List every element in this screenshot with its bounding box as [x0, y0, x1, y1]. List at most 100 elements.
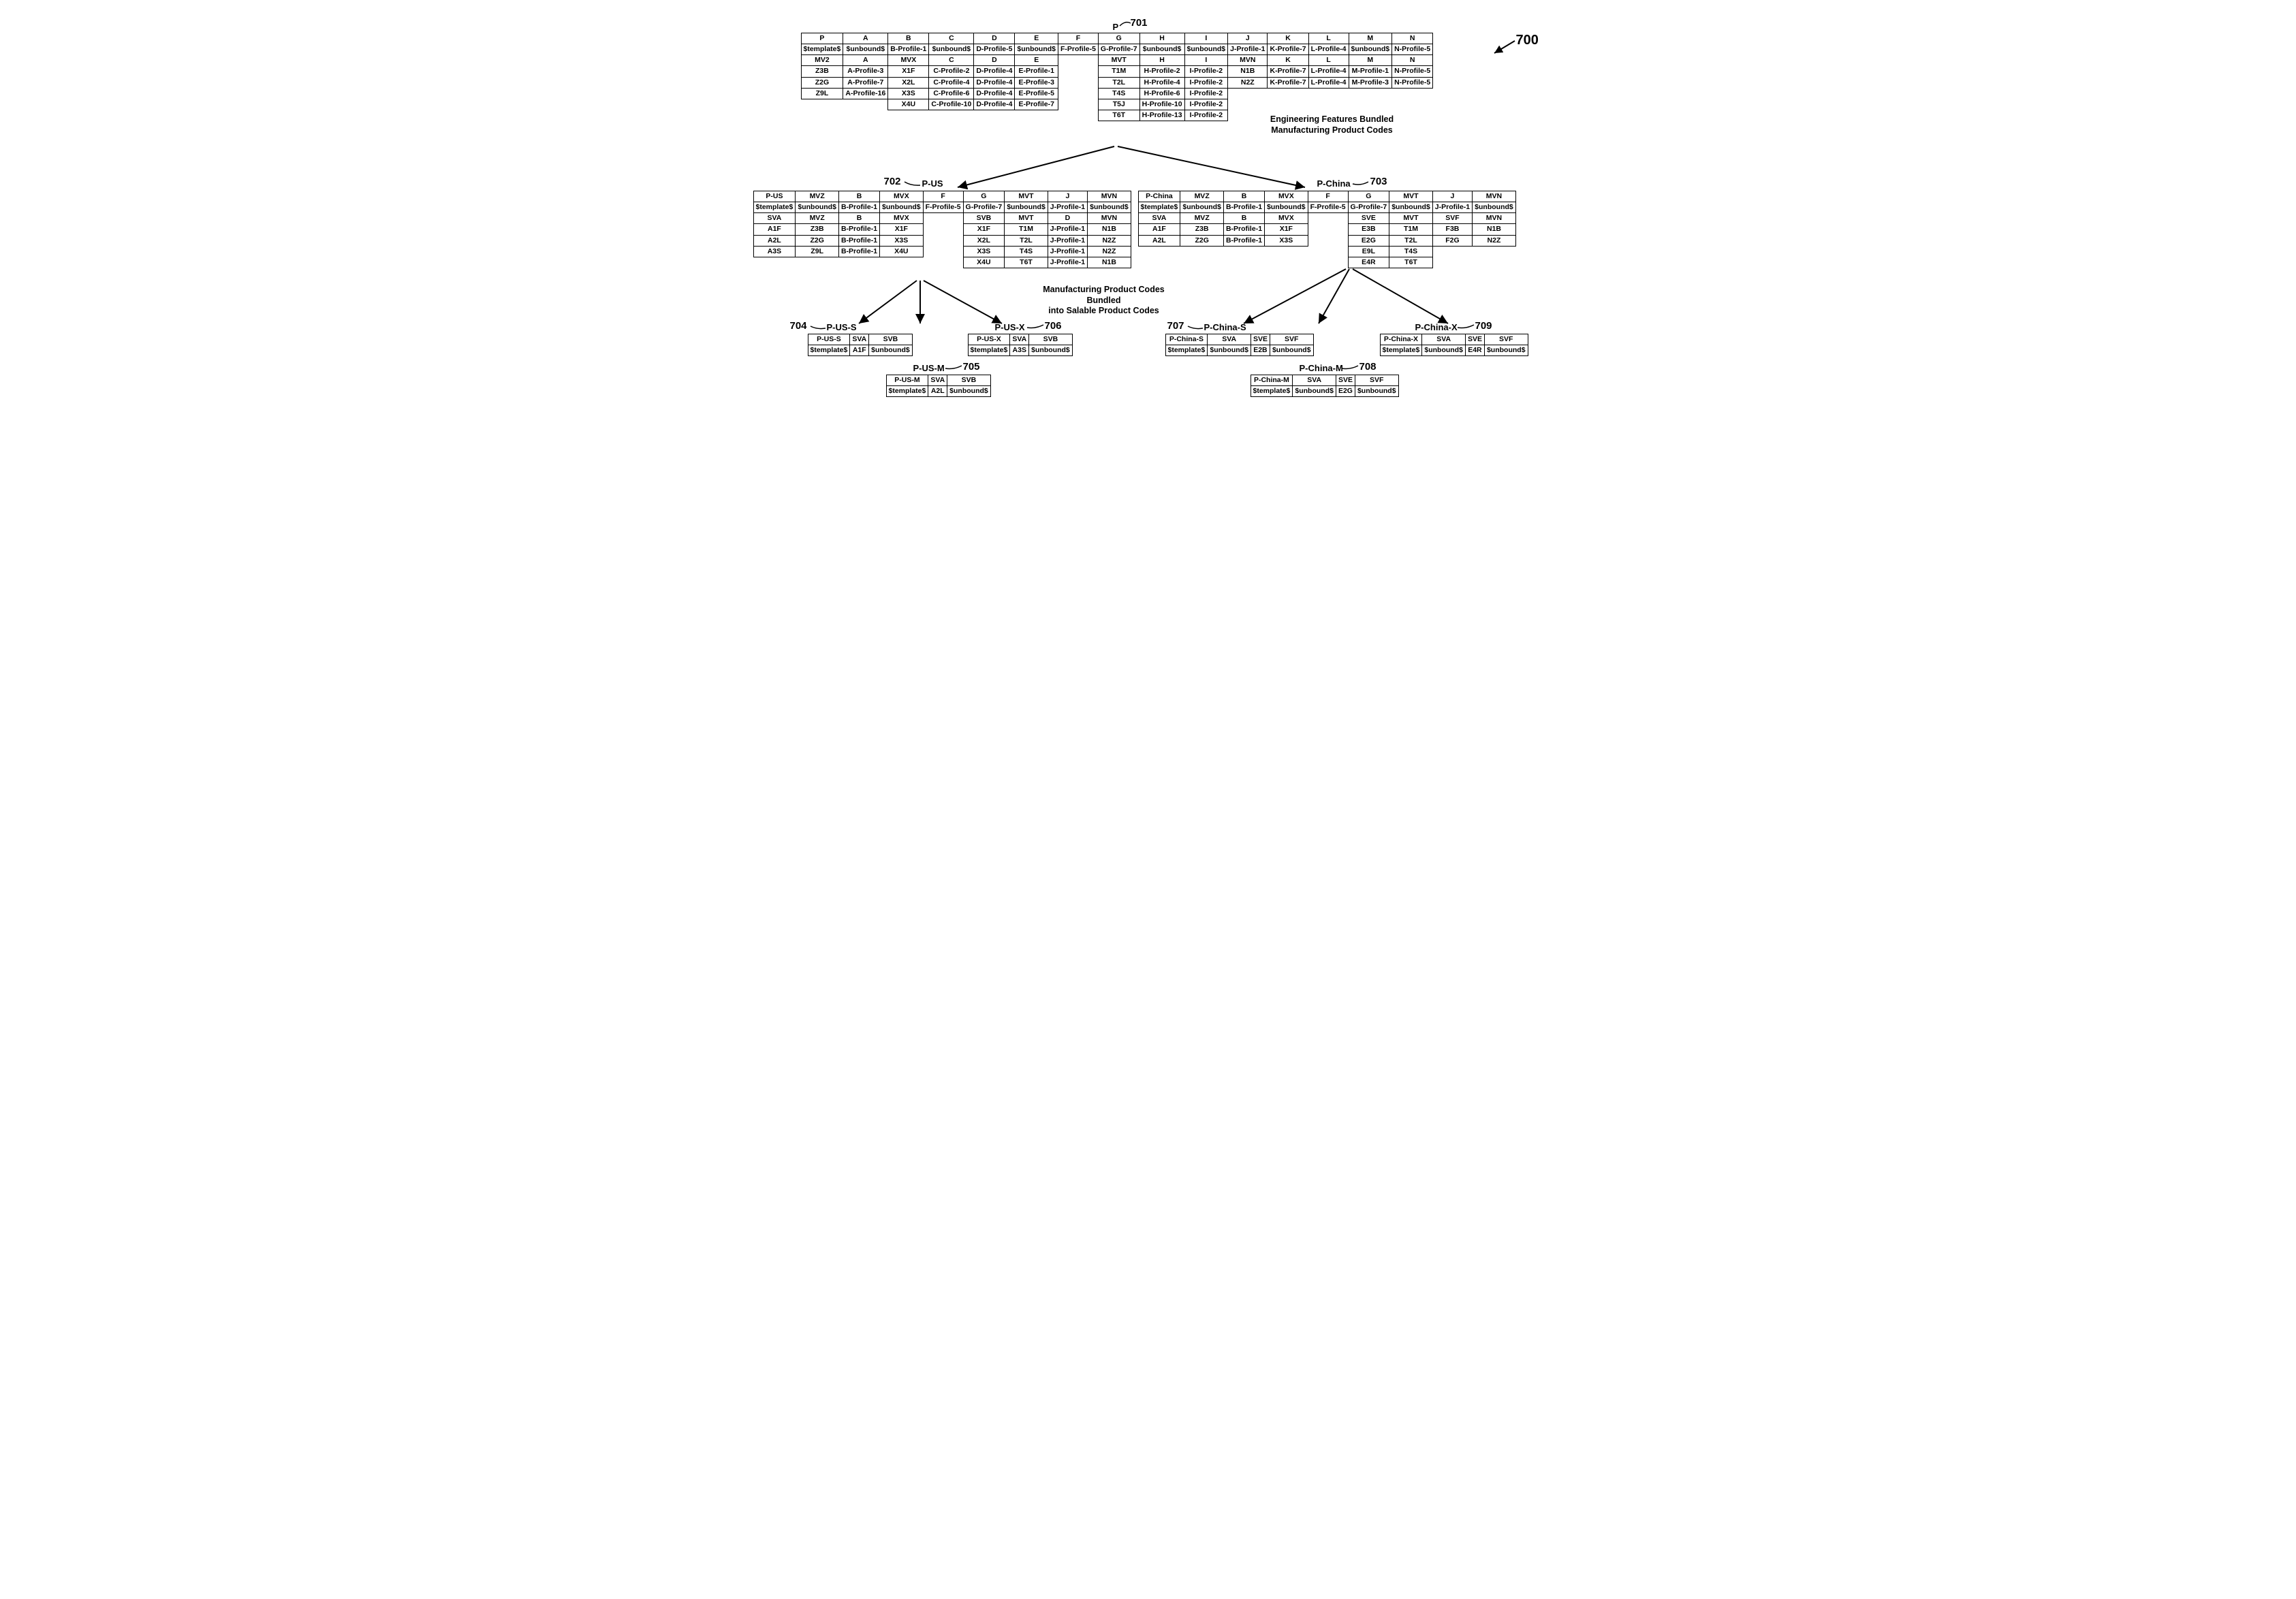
table-701-cell: $unbound$	[1015, 44, 1058, 55]
table-703-cell: G	[1348, 191, 1389, 202]
table-701-cell: C	[929, 33, 974, 44]
ref-706: 706	[1045, 320, 1062, 332]
table-709-cell: E4R	[1465, 345, 1484, 356]
table-701-cell: A-Profile-7	[843, 77, 888, 88]
table-701-cell	[1058, 110, 1099, 121]
ref-709: 709	[1475, 320, 1492, 332]
table-701-cell: K	[1268, 55, 1308, 66]
table-701-cell: K-Profile-7	[1268, 66, 1308, 77]
table-701-cell: M	[1349, 55, 1392, 66]
table-701-cell: A-Profile-3	[843, 66, 888, 77]
table-702-cell: A2L	[753, 235, 796, 246]
table-709-cell: SVE	[1465, 334, 1484, 345]
table-701-cell: K-Profile-7	[1268, 44, 1308, 55]
table-708-cell: E2G	[1336, 386, 1355, 397]
table-707-cell: $unbound$	[1270, 345, 1313, 356]
table-708-cell: SVF	[1355, 375, 1398, 386]
table-709-cell: $unbound$	[1484, 345, 1528, 356]
label-pchinam: P-China-M	[1300, 363, 1343, 373]
table-703-cell: MVT	[1389, 191, 1433, 202]
table-702-cell: SVB	[963, 213, 1005, 224]
table-709-cell: P-China-X	[1380, 334, 1422, 345]
table-703-cell	[1308, 257, 1348, 268]
ref-701: 701	[1131, 17, 1148, 29]
table-703-cell	[1138, 257, 1180, 268]
table-701-cell: E	[1015, 33, 1058, 44]
top-short-label: P	[1113, 22, 1119, 32]
ref-702: 702	[884, 176, 901, 187]
table-701-cell: J-Profile-1	[1228, 44, 1268, 55]
table-702-cell: T1M	[1005, 224, 1048, 235]
table-702-cell: Z2G	[796, 235, 839, 246]
table-703-cell: $template$	[1138, 202, 1180, 213]
table-702-cell	[796, 257, 839, 268]
table-701-cell: H	[1139, 33, 1184, 44]
table-701-cell: D-Profile-4	[974, 99, 1015, 110]
caption-mid: Manufacturing Product Codes Bundledinto …	[1026, 285, 1182, 317]
table-703-cell: B	[1223, 191, 1264, 202]
table-701-cell	[1228, 88, 1268, 99]
table-701-cell: N	[1392, 55, 1433, 66]
table-706-cell: P-US-X	[968, 334, 1010, 345]
table-701-cell: E-Profile-3	[1015, 77, 1058, 88]
table-701-cell: I-Profile-2	[1184, 88, 1228, 99]
table-701-cell: $unbound$	[1184, 44, 1228, 55]
table-701-cell: Z2G	[801, 77, 843, 88]
ref-705: 705	[963, 361, 980, 373]
table-701-cell: D-Profile-4	[974, 77, 1015, 88]
table-702-cell	[838, 257, 879, 268]
table-702-cell: N1B	[1088, 257, 1131, 268]
table-708-cell: P-China-M	[1251, 375, 1293, 386]
table-703-cell: MVN	[1473, 213, 1516, 224]
table-703-cell: MVX	[1265, 191, 1308, 202]
ref-700: 700	[1516, 33, 1539, 48]
table-701-cell: MVX	[888, 55, 929, 66]
table-703-cell: T4S	[1389, 246, 1433, 257]
table-701-cell	[1392, 88, 1433, 99]
table-702-cell: J	[1048, 191, 1087, 202]
table-702-cell: J-Profile-1	[1048, 257, 1087, 268]
table-702-cell	[880, 257, 924, 268]
table-701-cell: H-Profile-2	[1139, 66, 1184, 77]
table-701-cell	[1349, 88, 1392, 99]
table-702-cell: Z9L	[796, 246, 839, 257]
table-707: P-China-SSVASVESVF$template$$unbound$E2B…	[1165, 334, 1314, 356]
table-702-cell: X4U	[963, 257, 1005, 268]
table-702-cell: $template$	[753, 202, 796, 213]
table-703-cell	[1180, 257, 1224, 268]
label-pusx: P-US-X	[995, 322, 1025, 332]
table-701-cell: MV2	[801, 55, 843, 66]
table-702-cell: T4S	[1005, 246, 1048, 257]
table-702: P-USMVZBMVXFGMVTJMVN$template$$unbound$B…	[753, 191, 1131, 268]
table-701-cell: $template$	[801, 44, 843, 55]
table-701-cell: A	[843, 55, 888, 66]
table-701-cell: $unbound$	[843, 44, 888, 55]
table-702-cell: $unbound$	[1088, 202, 1131, 213]
table-702-cell	[923, 246, 963, 257]
table-703-cell: B	[1223, 213, 1264, 224]
table-701-cell: P	[801, 33, 843, 44]
table-701-cell: E-Profile-5	[1015, 88, 1058, 99]
table-701-cell: I	[1184, 55, 1228, 66]
table-702-cell: N1B	[1088, 224, 1131, 235]
table-701-cell: X1F	[888, 66, 929, 77]
table-701-cell: X4U	[888, 99, 929, 110]
table-701-cell: H-Profile-13	[1139, 110, 1184, 121]
table-702-cell: G	[963, 191, 1005, 202]
table-701-cell: N	[1392, 33, 1433, 44]
label-pchina: P-China	[1317, 178, 1351, 189]
table-703-cell: E9L	[1348, 246, 1389, 257]
table-703-cell: G-Profile-7	[1348, 202, 1389, 213]
table-701-cell: M	[1349, 33, 1392, 44]
table-702-cell: X3S	[963, 246, 1005, 257]
table-703-cell: T6T	[1389, 257, 1433, 268]
table-701-cell: M-Profile-3	[1349, 77, 1392, 88]
table-702-cell: A1F	[753, 224, 796, 235]
table-702-cell: B-Profile-1	[838, 246, 879, 257]
table-703-cell: MVN	[1473, 191, 1516, 202]
table-701-cell	[1058, 88, 1099, 99]
table-703-cell	[1265, 257, 1308, 268]
table-701-cell: N-Profile-5	[1392, 77, 1433, 88]
table-701-cell: L-Profile-4	[1308, 44, 1349, 55]
table-703-cell	[1308, 213, 1348, 224]
